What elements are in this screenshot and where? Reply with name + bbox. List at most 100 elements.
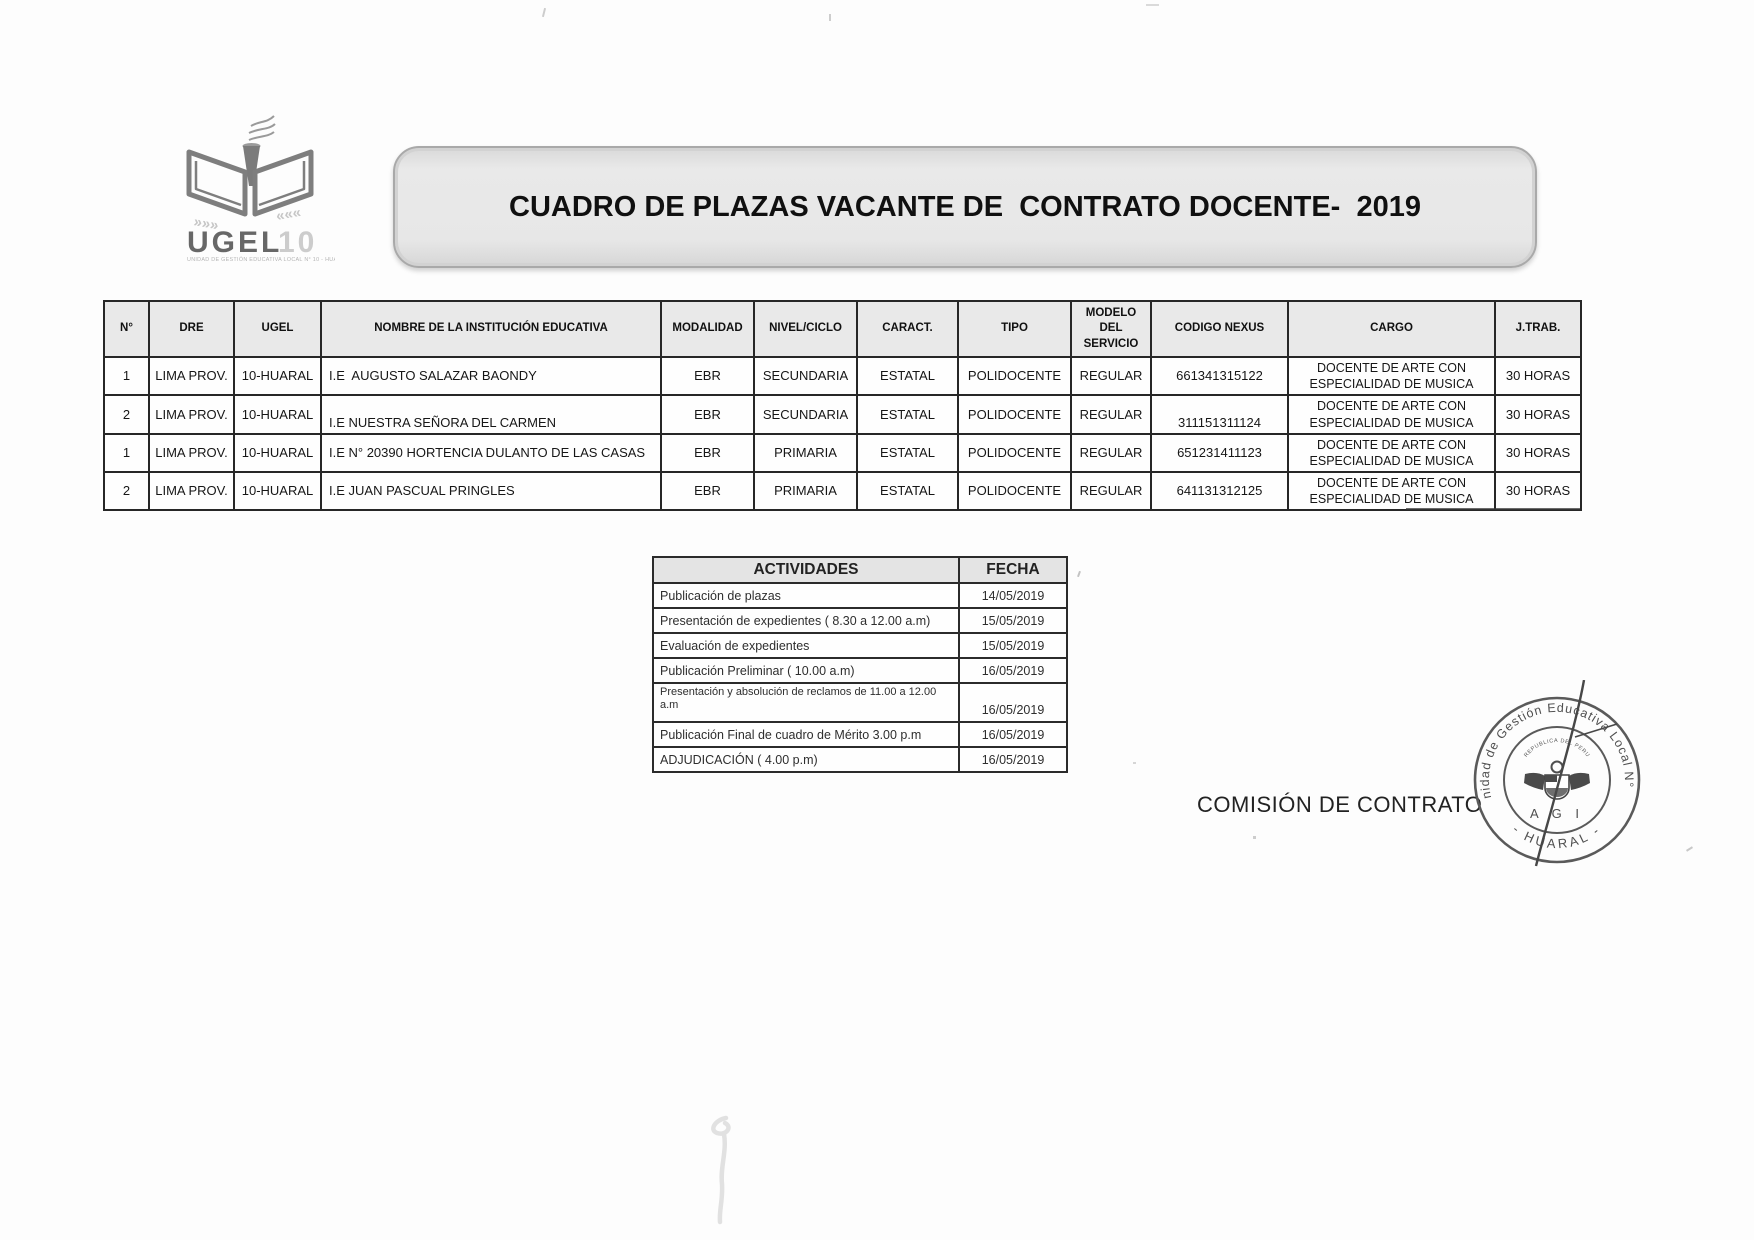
vacancy-cell: REGULAR [1070,394,1152,435]
col-header-modelo: MODELO DEL SERVICIO [1070,300,1152,358]
scan-artifact-speck [1133,762,1136,764]
commission-label: COMISIÓN DE CONTRATO [1197,792,1483,817]
stamp-center-text: A G I [1530,806,1584,821]
schedule-row: Presentación y absolución de reclamos de… [652,682,1068,723]
schedule-cell: 15/05/2019 [958,632,1068,659]
schedule-cell: Publicación Preliminar ( 10.00 a.m) [652,657,960,684]
torch-smoke-icon [248,115,276,141]
vacancy-cell: EBR [660,394,755,435]
schedule-cell: 15/05/2019 [958,607,1068,634]
vacancy-cell: I.E JUAN PASCUAL PRINGLES [320,471,662,511]
col-header-nivel: NIVEL/CICLO [753,300,858,358]
schedule-cell: Evaluación de expedientes [652,632,960,659]
vacancy-cell: REGULAR [1070,433,1152,473]
vacancy-cell: 30 HORAS [1494,433,1582,473]
col-header-codigo: CODIGO NEXUS [1150,300,1289,358]
schedule-cell: ADJUDICACIÓN ( 4.00 p.m) [652,746,960,773]
schedule-cell: 16/05/2019 [958,746,1068,773]
schedule-cell: 16/05/2019 [958,721,1068,748]
vacancy-cell: DOCENTE DE ARTE CON ESPECIALIDAD DE MUSI… [1287,471,1496,511]
page-title: CUADRO DE PLAZAS VACANTE DE CONTRATO DOC… [509,190,1421,223]
logo-tagline: UNIDAD DE GESTIÓN EDUCATIVA LOCAL N° 10 … [187,256,335,263]
vacancy-cell: SECUNDARIA [753,356,858,396]
logo-number: 10 [278,226,317,259]
col-header-dre: DRE [148,300,235,358]
vacancy-cell: EBR [660,356,755,396]
vacancy-cell: 651231411123 [1150,433,1289,473]
scan-artifact-speck [541,7,547,18]
scan-artifact-smudge [711,1115,731,1225]
vacancy-cell: PRIMARIA [753,471,858,511]
vacancy-row: 1 LIMA PROV. 10-HUARAL I.E AUGUSTO SALAZ… [103,356,1582,396]
schedule-cell: Publicación de plazas [652,582,960,609]
vacancy-cell: 311151311124 [1150,394,1289,435]
schedule-col-header-fecha: FECHA [958,556,1068,584]
vacancy-cell: EBR [660,471,755,511]
stamp-outer-ring [1473,696,1641,864]
schedule-cell: 14/05/2019 [958,582,1068,609]
svg-text:»»»: »»» [192,213,220,234]
col-header-jtrab: J.TRAB. [1494,300,1582,358]
vacancy-cell: 2 [103,471,150,511]
book-icon [186,149,314,217]
vacancy-cell: ESTATAL [856,433,959,473]
stamp-bottom-text: - HUARAL - [1510,822,1604,852]
vacancy-cell: 10-HUARAL [233,394,322,435]
vacancy-cell: 10-HUARAL [233,433,322,473]
vacancy-cell: I.E AUGUSTO SALAZAR BAONDY [320,356,662,396]
schedule-col-header-actividades: ACTIVIDADES [652,556,960,584]
vacancy-cell: ESTATAL [856,471,959,511]
vacancy-cell: I.E N° 20390 HORTENCIA DULANTO DE LAS CA… [320,433,662,473]
vacancy-cell: 30 HORAS [1494,394,1582,435]
vacancy-cell: REGULAR [1070,471,1152,511]
schedule-cell: Publicación Final de cuadro de Mérito 3.… [652,721,960,748]
vacancy-cell: POLIDOCENTE [957,433,1072,473]
laurel-icon: »»» ««« [192,204,302,234]
schedule-table: ACTIVIDADES FECHA Publicación de plazas … [652,556,1068,773]
official-stamp: Unidad de Gestión Educativa Local N° 10 … [1457,680,1641,867]
col-header-caract: CARACT. [856,300,959,358]
vacancy-cell: 30 HORAS [1494,356,1582,396]
scan-artifact-table-edge [1406,508,1580,510]
schedule-cell: 16/05/2019 [958,682,1068,723]
vacancy-cell: 10-HUARAL [233,356,322,396]
scan-artifact-speck [829,14,831,21]
schedule-row: Publicación Preliminar ( 10.00 a.m) 16/0… [652,657,1068,684]
vacancy-row: 2 LIMA PROV. 10-HUARAL I.E JUAN PASCUAL … [103,471,1582,511]
vacancy-row: 2 LIMA PROV. 10-HUARAL I.E NUESTRA SEÑOR… [103,394,1582,435]
vacancy-cell: REGULAR [1070,356,1152,396]
stamp-inner-ring [1503,726,1611,834]
schedule-row: Publicación Final de cuadro de Mérito 3.… [652,721,1068,748]
schedule-cell: 16/05/2019 [958,657,1068,684]
col-header-modalidad: MODALIDAD [660,300,755,358]
vacancy-row: 1 LIMA PROV. 10-HUARAL I.E N° 20390 HORT… [103,433,1582,473]
torch-icon [242,143,261,186]
schedule-row: ADJUDICACIÓN ( 4.00 p.m) 16/05/2019 [652,746,1068,773]
vacancy-cell: POLIDOCENTE [957,471,1072,511]
vacancy-table: N° DRE UGEL NOMBRE DE LA INSTITUCIÓN EDU… [103,300,1582,511]
col-header-ugel: UGEL [233,300,322,358]
scan-artifact-speck [1146,4,1159,6]
scan-artifact-speck [1077,570,1081,578]
vacancy-cell: ESTATAL [856,356,959,396]
vacancy-cell: LIMA PROV. [148,433,235,473]
vacancy-cell: 1 [103,356,150,396]
schedule-row: Evaluación de expedientes 15/05/2019 [652,632,1068,659]
vacancy-cell: POLIDOCENTE [957,356,1072,396]
col-header-tipo: TIPO [957,300,1072,358]
vacancy-cell: LIMA PROV. [148,394,235,435]
vacancy-cell: LIMA PROV. [148,356,235,396]
ugel-logo: »»» ««« UGEL 10 UNIDAD DE GESTIÓN EDUCAT… [186,115,335,263]
schedule-cell: Presentación de expedientes ( 8.30 a 12.… [652,607,960,634]
vacancy-cell: 2 [103,394,150,435]
schedule-row: Presentación de expedientes ( 8.30 a 12.… [652,607,1068,634]
vacancy-cell: 10-HUARAL [233,471,322,511]
scan-artifact-speck [1253,836,1256,839]
col-header-nombre: NOMBRE DE LA INSTITUCIÓN EDUCATIVA [320,300,662,358]
vacancy-header-row: N° DRE UGEL NOMBRE DE LA INSTITUCIÓN EDU… [103,300,1582,358]
vacancy-cell: DOCENTE DE ARTE CON ESPECIALIDAD DE MUSI… [1287,433,1496,473]
schedule-row: Publicación de plazas 14/05/2019 [652,582,1068,609]
vacancy-cell: SECUNDARIA [753,394,858,435]
vacancy-cell: POLIDOCENTE [957,394,1072,435]
col-header-n: N° [103,300,150,358]
